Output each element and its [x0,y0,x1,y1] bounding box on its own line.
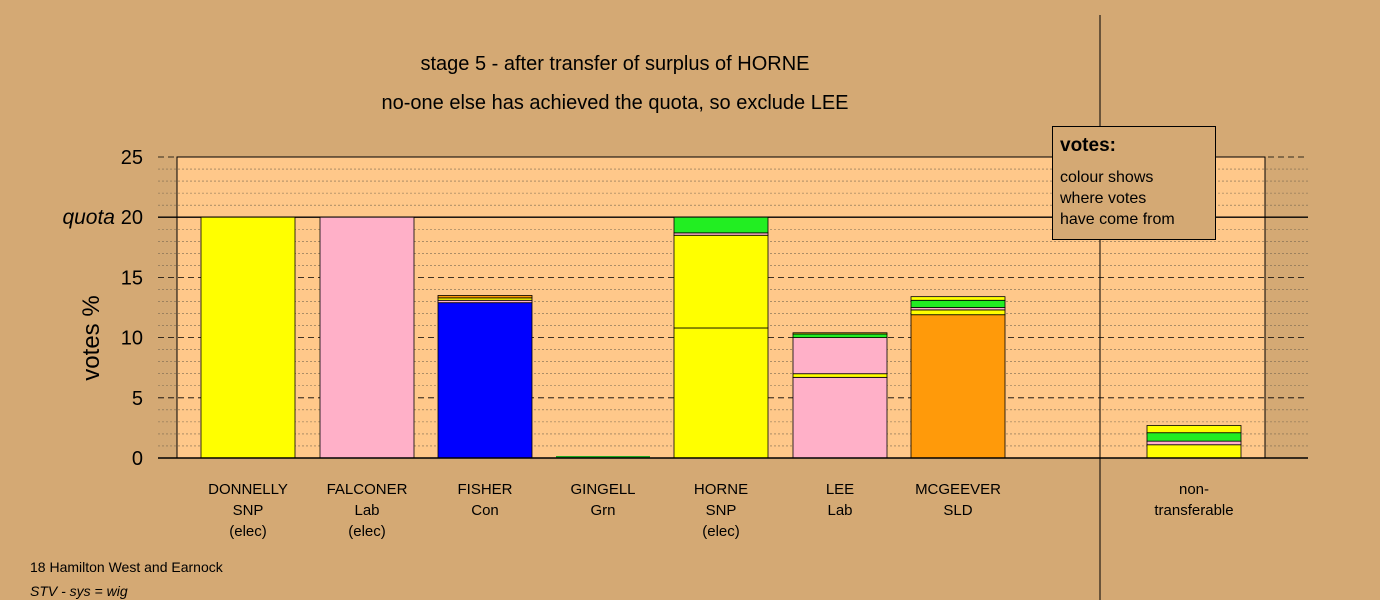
legend-box: votes: colour shows where votes have com… [1052,126,1216,240]
bar-segment [792,332,888,335]
y-tick-label: 10 [121,328,143,350]
bar-segment [910,314,1006,459]
candidate-label: SLD [943,502,972,519]
candidate-label: (elec) [229,523,267,540]
candidate-label: (elec) [702,523,740,540]
candidate-label: non- [1179,481,1209,498]
footer-system: STV - sys = wig [30,583,128,599]
bar-segment [1146,432,1242,442]
quota-label: quota [62,206,115,229]
candidate-label: GINGELL [570,481,635,498]
legend-title: votes: [1060,135,1116,156]
candidate-label: SNP [706,502,737,519]
legend-line-1: colour shows [1060,169,1154,186]
bar-segment [673,216,769,234]
candidate-label: Grn [590,502,615,519]
chart-subtitle: no-one else has achieved the quota, so e… [381,92,849,114]
bar-segment [1146,440,1242,446]
bar-segment [792,373,888,378]
bar-segment [437,295,533,299]
bar-segment [437,302,533,459]
bar-segment [200,216,296,459]
bar-segment [1146,425,1242,434]
candidate-label: Lab [354,502,379,519]
candidate-label: (elec) [348,523,386,540]
bar-segment [792,337,888,375]
y-tick-label: 20 [121,207,143,229]
candidate-label: Con [471,502,499,519]
bar-segment [910,309,1006,316]
bar-segment [910,296,1006,301]
legend-line-3: have come from [1060,211,1175,228]
bar-segment [792,376,888,459]
y-tick-label: 5 [132,388,143,410]
bar-segment [319,216,415,459]
candidate-label: HORNE [694,481,748,498]
bar-segment [673,234,769,329]
y-tick-label: 25 [121,147,143,169]
candidate-label: LEE [826,481,854,498]
y-tick-label: 0 [132,448,143,470]
candidate-label: FALCONER [327,481,408,498]
chart-title: stage 5 - after transfer of surplus of H… [420,53,810,75]
legend-line-2: where votes [1060,190,1147,207]
candidate-label: transferable [1154,502,1233,519]
candidate-label: MCGEEVER [915,481,1001,498]
bar-segment [910,299,1006,308]
bar-segment [1146,444,1242,459]
candidate-label: Lab [827,502,852,519]
bar-segment [673,327,769,459]
footer-region: 18 Hamilton West and Earnock [30,559,223,575]
y-tick-label: 15 [121,267,143,289]
candidate-label: DONNELLY [208,481,288,498]
candidate-label: FISHER [457,481,512,498]
y-axis-label: votes % [78,295,105,380]
bar-segment [792,333,888,339]
candidate-label: SNP [233,502,264,519]
